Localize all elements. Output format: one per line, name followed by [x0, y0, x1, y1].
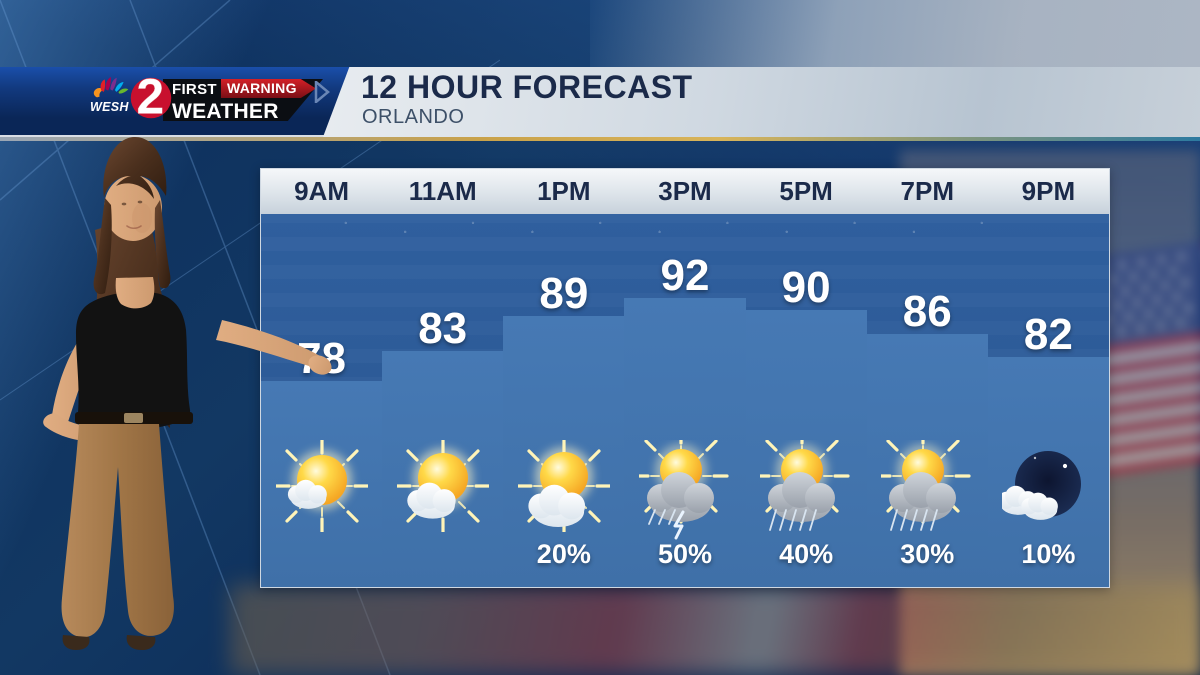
svg-text:2: 2	[136, 71, 164, 125]
